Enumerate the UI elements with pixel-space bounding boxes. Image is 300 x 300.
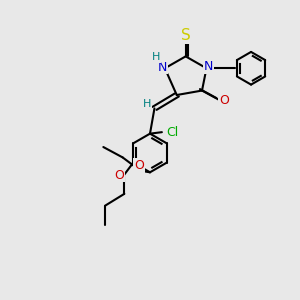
Text: H: H <box>152 52 160 62</box>
Text: N: N <box>158 61 167 74</box>
Text: H: H <box>143 99 151 109</box>
Text: N: N <box>204 60 213 73</box>
Text: S: S <box>181 28 190 43</box>
Text: Cl: Cl <box>166 126 178 139</box>
Text: O: O <box>114 169 124 182</box>
Text: O: O <box>134 159 144 172</box>
Text: O: O <box>219 94 229 107</box>
